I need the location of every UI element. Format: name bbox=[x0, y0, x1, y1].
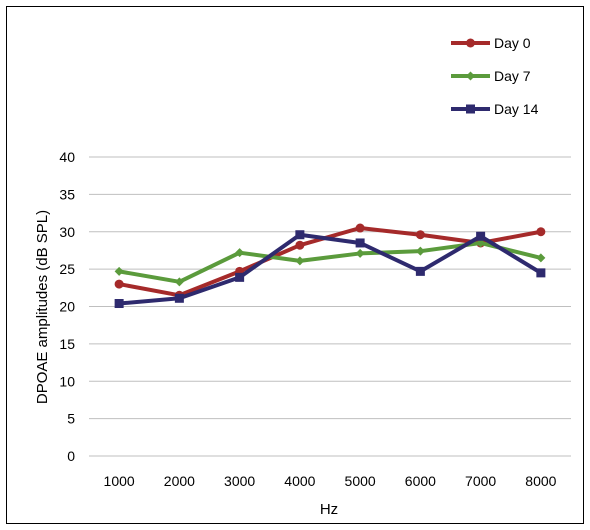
y-tick-label: 20 bbox=[59, 299, 75, 315]
y-axis-title: DPOAE amplitudes (dB SPL) bbox=[34, 210, 51, 404]
data-point bbox=[295, 230, 305, 240]
x-tick-label: 7000 bbox=[465, 473, 496, 489]
legend: Day 0 Day 7 Day 14 bbox=[451, 35, 539, 117]
legend-label: Day 7 bbox=[494, 68, 531, 84]
y-tick-label: 35 bbox=[59, 186, 75, 202]
x-tick-label: 3000 bbox=[224, 473, 255, 489]
y-tick-labels: 0 5 10 15 20 25 30 35 40 bbox=[59, 149, 75, 464]
data-point bbox=[355, 238, 365, 248]
data-point bbox=[114, 279, 124, 289]
x-tick-label: 1000 bbox=[104, 473, 135, 489]
data-point bbox=[235, 248, 245, 258]
legend-marker bbox=[466, 104, 475, 114]
x-axis-title: Hz bbox=[320, 501, 338, 518]
series-day-7 bbox=[114, 238, 546, 287]
data-point bbox=[174, 277, 184, 287]
x-tick-label: 8000 bbox=[525, 473, 556, 489]
data-point bbox=[415, 246, 425, 256]
data-point bbox=[476, 231, 486, 241]
grid-lines bbox=[89, 156, 571, 457]
data-point bbox=[536, 227, 546, 237]
x-tick-label: 2000 bbox=[164, 473, 195, 489]
data-point bbox=[114, 266, 124, 276]
chart-frame: 0 5 10 15 20 25 30 35 40 1000 2000 3000 4000 5000 600… bbox=[6, 6, 584, 524]
series-line bbox=[118, 232, 542, 306]
series-day-14 bbox=[114, 230, 546, 309]
y-tick-label: 5 bbox=[67, 411, 75, 427]
data-point bbox=[114, 299, 124, 309]
data-point bbox=[536, 253, 546, 263]
legend-marker bbox=[466, 71, 475, 81]
y-tick-label: 0 bbox=[67, 448, 75, 464]
x-tick-label: 4000 bbox=[284, 473, 315, 489]
data-point bbox=[355, 223, 365, 233]
y-tick-label: 15 bbox=[59, 336, 75, 352]
x-tick-label: 6000 bbox=[405, 473, 436, 489]
x-tick-label: 5000 bbox=[345, 473, 376, 489]
data-point bbox=[295, 240, 305, 250]
legend-label: Day 0 bbox=[494, 35, 531, 51]
legend-item: Day 0 bbox=[451, 35, 531, 51]
legend-item: Day 7 bbox=[451, 68, 531, 84]
y-tick-label: 40 bbox=[59, 149, 75, 165]
series-lines bbox=[114, 223, 546, 309]
data-point bbox=[295, 256, 305, 266]
data-point bbox=[174, 293, 184, 303]
legend-item: Day 14 bbox=[451, 101, 539, 117]
x-tick-labels: 1000 2000 3000 4000 5000 6000 7000 8000 bbox=[104, 473, 557, 489]
data-point bbox=[415, 266, 425, 276]
legend-label: Day 14 bbox=[494, 101, 539, 117]
y-tick-label: 10 bbox=[59, 373, 75, 389]
legend-marker bbox=[466, 38, 475, 48]
data-point bbox=[536, 268, 546, 278]
series-line bbox=[118, 240, 542, 284]
data-point bbox=[415, 230, 425, 240]
data-point bbox=[355, 248, 365, 258]
line-chart: 0 5 10 15 20 25 30 35 40 1000 2000 3000 4000 5000 600… bbox=[34, 35, 571, 518]
y-tick-label: 30 bbox=[59, 224, 75, 240]
data-point bbox=[235, 272, 245, 282]
y-tick-label: 25 bbox=[59, 261, 75, 277]
